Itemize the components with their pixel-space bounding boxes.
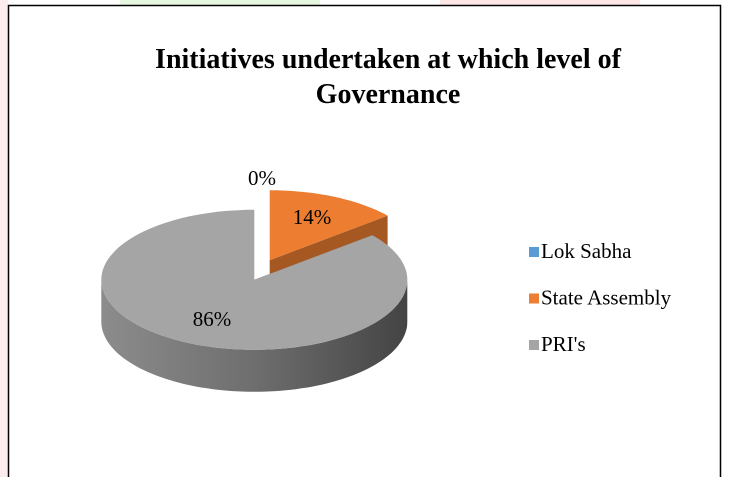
watermark	[0, 0, 8, 477]
watermark	[120, 0, 320, 5]
legend-swatch	[529, 247, 539, 257]
legend-label: State Assembly	[541, 285, 672, 309]
legend-label: PRI's	[541, 332, 586, 356]
legend-label: Lok Sabha	[541, 239, 632, 263]
slice-side	[101, 279, 408, 392]
data-label: 86%	[193, 307, 232, 331]
slice	[101, 209, 408, 350]
slice	[269, 190, 388, 261]
data-label: 14%	[293, 205, 332, 229]
legend-swatch	[529, 340, 539, 350]
chart-border	[7, 4, 722, 477]
legend-swatch	[529, 293, 539, 304]
data-label: 0%	[248, 166, 276, 190]
watermark	[440, 0, 640, 5]
chart-title: Initiatives undertaken at which level of…	[155, 44, 621, 110]
